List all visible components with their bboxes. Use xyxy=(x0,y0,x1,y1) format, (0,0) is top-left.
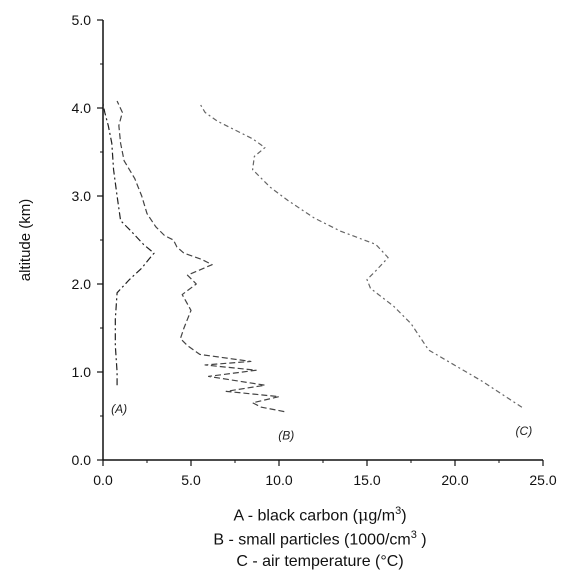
y-axis-title: altitude (km) xyxy=(17,199,34,282)
series-c-line xyxy=(199,103,523,408)
series-a-label: (A) xyxy=(111,402,127,416)
legend-line-c: C - air temperature (°C) xyxy=(95,553,545,571)
legend-a-mu: μ xyxy=(357,505,369,525)
legend-b-suffix: ) xyxy=(416,531,427,549)
axes: 0.0 5.0 10.0 15.0 20.0 25.0 0.0 1.0 2.0 3.0 4.0 5.0 xyxy=(72,12,557,488)
legend-a-prefix: A - black carbon ( xyxy=(233,507,358,525)
series-group xyxy=(102,100,523,413)
y-tick-label: 3.0 xyxy=(72,188,92,204)
x-tick-label: 15.0 xyxy=(353,472,380,488)
legend-line-a: A - black carbon (μg/m3) xyxy=(95,505,545,525)
labels-group: (A) (B) (C) xyxy=(111,402,532,442)
y-tick-label: 4.0 xyxy=(72,100,92,116)
x-tick-label: 5.0 xyxy=(181,472,201,488)
x-tick-label: 10.0 xyxy=(265,472,292,488)
legend-line-b: B - small particles (1000/cm3 ) xyxy=(95,529,545,549)
y-tick-label: 2.0 xyxy=(72,276,92,292)
y-tick-label: 1.0 xyxy=(72,364,92,380)
y-tick-label: 0.0 xyxy=(72,452,92,468)
series-a-line xyxy=(102,103,155,386)
legend-a-unit: g/m xyxy=(368,507,396,525)
series-c-label: (C) xyxy=(516,424,533,438)
x-tick-label: 25.0 xyxy=(529,472,556,488)
legend-a-sup: 3 xyxy=(395,505,402,517)
legend-b-sup: 3 xyxy=(410,529,417,541)
y-tick-label: 5.0 xyxy=(72,12,92,28)
x-tick-label: 0.0 xyxy=(93,472,113,488)
legend-b-prefix: B - small particles (1000/cm xyxy=(213,531,411,549)
series-b-line xyxy=(116,100,285,413)
legend-a-suffix: ) xyxy=(401,507,407,525)
series-b-label: (B) xyxy=(278,429,294,443)
legend-c-text: C - air temperature (°C) xyxy=(236,553,404,570)
x-tick-label: 20.0 xyxy=(441,472,468,488)
